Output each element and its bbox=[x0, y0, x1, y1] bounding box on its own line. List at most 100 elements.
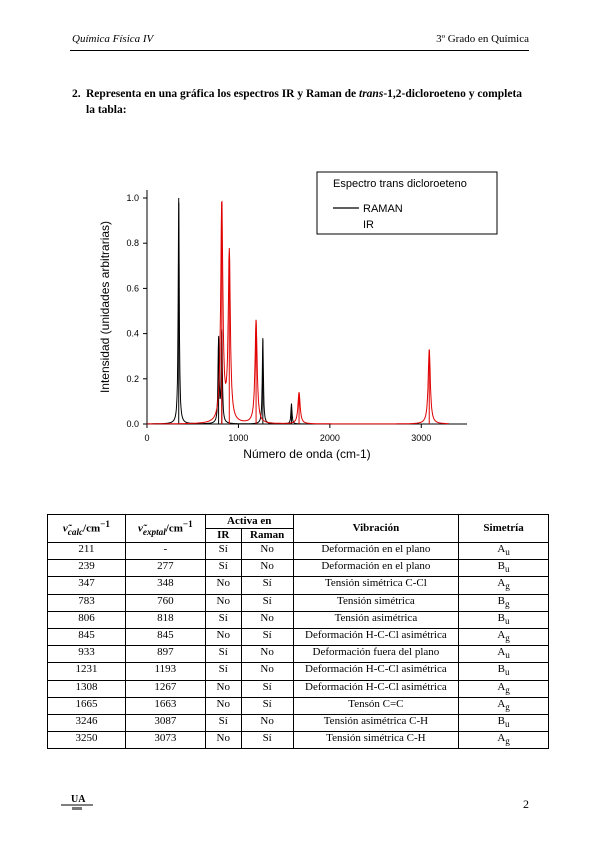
col-calc-header: ν̃calc/cm−1 bbox=[47, 514, 126, 543]
header-course: 3º Grado en Química bbox=[436, 33, 529, 45]
table-row: 3246 3087 Sí No Tensión asimétrica C-H Bu bbox=[47, 713, 549, 733]
cell-exptal: 897 bbox=[124, 645, 206, 664]
cell-raman: No bbox=[240, 662, 294, 681]
cell-simetria: Ag bbox=[458, 627, 549, 647]
cell-ir: No bbox=[204, 593, 242, 612]
symmetry-letter: A bbox=[497, 646, 506, 659]
symmetry-subscript: g bbox=[505, 633, 510, 644]
cell-simetria: Bg bbox=[458, 593, 549, 612]
university-logo-icon: UA bbox=[61, 794, 93, 810]
cell-calc: 211 bbox=[47, 541, 126, 561]
table-header-row: ν̃calc/cm−1 ν̃exptal/cm−1 Activa en Vibr… bbox=[47, 514, 549, 543]
question-2: 2. Representa en una gráfica los espectr… bbox=[72, 86, 532, 118]
cell-simetria: Bu bbox=[458, 610, 549, 629]
y-ticks: 0.0 0.2 0.4 0.6 0.8 1.0 bbox=[126, 193, 147, 429]
cell-calc: 347 bbox=[47, 576, 126, 595]
y-tick-label: 1.0 bbox=[126, 193, 139, 203]
symmetry-subscript: g bbox=[505, 736, 510, 747]
y-tick-label: 0.8 bbox=[126, 238, 139, 248]
cell-raman: Sí bbox=[240, 679, 294, 698]
cell-vibracion: Tensión asimétrica bbox=[292, 610, 460, 629]
table-row: 933 897 Sí No Deformación fuera del plano Au bbox=[47, 645, 549, 664]
series-line-ir bbox=[147, 200, 449, 425]
col-simetria-header: Simetría bbox=[458, 514, 549, 543]
cell-ir: Sí bbox=[204, 645, 242, 664]
x-tick-label: 3000 bbox=[411, 433, 431, 443]
cell-raman: No bbox=[240, 610, 294, 629]
cell-simetria: Bu bbox=[458, 662, 549, 681]
cell-exptal: 845 bbox=[124, 627, 206, 647]
cell-calc: 3250 bbox=[47, 731, 126, 750]
x-ticks: 0 1000 2000 3000 bbox=[144, 424, 431, 443]
cell-exptal: 3073 bbox=[124, 731, 206, 750]
cell-ir: Sí bbox=[204, 559, 242, 578]
symmetry-letter: B bbox=[497, 611, 505, 624]
cell-vibracion: Deformación fuera del plano bbox=[292, 645, 460, 664]
cell-vibracion: Tensión asimétrica C-H bbox=[292, 713, 460, 733]
cell-vibracion: Tensón C=C bbox=[292, 696, 460, 715]
table-row: 806 818 Sí No Tensión asimétrica Bu bbox=[47, 610, 549, 629]
symmetry-letter: A bbox=[497, 543, 506, 555]
table-row: 783 760 No Sí Tensión simétrica Bg bbox=[47, 593, 549, 612]
cell-raman: Sí bbox=[240, 576, 294, 595]
cell-raman: Sí bbox=[240, 627, 294, 647]
symmetry-subscript: u bbox=[504, 564, 510, 575]
cell-simetria: Ag bbox=[458, 696, 549, 715]
question-text-italic: trans bbox=[359, 88, 384, 100]
cell-calc: 806 bbox=[47, 610, 126, 629]
cell-vibracion: Deformación H-C-Cl asimétrica bbox=[292, 627, 460, 647]
symmetry-subscript: g bbox=[505, 684, 510, 695]
table-row: 211- Sí No Deformación en el plano Au bbox=[47, 541, 549, 561]
cell-vibracion: Deformación H-C-Cl asimétrica bbox=[292, 679, 460, 698]
cell-ir: Sí bbox=[204, 713, 242, 733]
symmetry-subscript: g bbox=[505, 581, 510, 592]
cell-calc: 933 bbox=[47, 645, 126, 664]
cell-raman: Sí bbox=[240, 731, 294, 750]
table-row: 347 348 No Sí Tensión simétrica C-Cl Ag bbox=[47, 576, 549, 595]
cell-exptal: 277 bbox=[124, 559, 206, 578]
cell-raman: No bbox=[240, 645, 294, 664]
cell-calc: 1665 bbox=[47, 696, 126, 715]
cell-simetria: Au bbox=[458, 541, 549, 561]
cell-calc: 239 bbox=[47, 559, 126, 578]
header-subject: Química Física IV bbox=[72, 33, 154, 45]
y-axis-label: Intensidad (unidades arbitrarias) bbox=[98, 221, 112, 393]
cell-exptal: 1663 bbox=[124, 696, 206, 715]
cell-ir: Sí bbox=[204, 541, 242, 561]
y-tick-label: 0.6 bbox=[126, 283, 139, 293]
cell-raman: No bbox=[240, 541, 294, 561]
series-line-raman bbox=[147, 202, 449, 425]
series-group bbox=[147, 198, 449, 425]
symmetry-subscript: u bbox=[505, 650, 510, 661]
cell-simetria: Au bbox=[458, 645, 549, 664]
page-number: 2 bbox=[523, 797, 529, 811]
cell-exptal: 818 bbox=[124, 610, 206, 629]
legend-label-ir: IR bbox=[363, 219, 374, 231]
symmetry-letter: B bbox=[497, 663, 505, 676]
symmetry-subscript: u bbox=[504, 719, 510, 730]
symmetry-letter: A bbox=[497, 628, 506, 641]
header-rule bbox=[70, 50, 529, 51]
col-activa-header: Activa en bbox=[204, 514, 294, 529]
cell-exptal: 1193 bbox=[124, 662, 206, 681]
y-tick-label: 0.0 bbox=[126, 419, 139, 429]
cell-exptal: 3087 bbox=[124, 713, 206, 733]
cell-simetria: Ag bbox=[458, 576, 549, 595]
symmetry-letter: A bbox=[497, 680, 506, 693]
symmetry-letter: B bbox=[497, 714, 505, 727]
symmetry-subscript: u bbox=[504, 667, 510, 678]
table-row: 1308 1267 No Sí Deformación H-C-Cl asimétric… bbox=[47, 679, 549, 698]
x-tick-label: 1000 bbox=[228, 433, 248, 443]
question-number: 2. bbox=[72, 88, 81, 100]
symmetry-letter: B bbox=[497, 560, 505, 573]
x-tick-label: 2000 bbox=[320, 433, 340, 443]
cell-simetria: Ag bbox=[458, 731, 549, 750]
col-raman-header: Raman bbox=[240, 528, 294, 543]
question-text-before: Representa en una gráfica los espectros … bbox=[86, 88, 360, 100]
symmetry-subscript: u bbox=[504, 615, 510, 626]
cell-raman: No bbox=[240, 713, 294, 733]
table-row: 845 845 No Sí Deformación H-C-Cl asimétrica A… bbox=[47, 627, 549, 647]
legend-title: Espectro trans dicloroeteno bbox=[333, 178, 467, 190]
cell-raman: Sí bbox=[240, 593, 294, 612]
cell-ir: No bbox=[204, 679, 242, 698]
